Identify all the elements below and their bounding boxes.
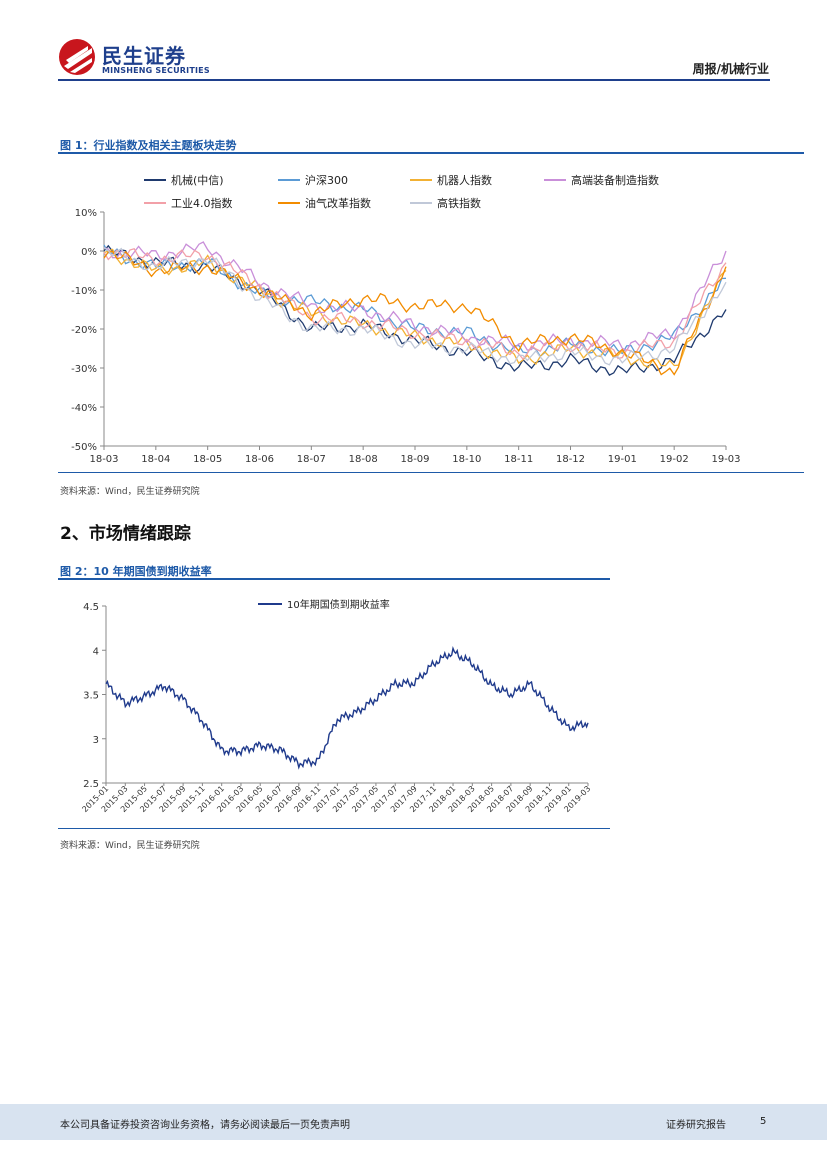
chart1-line-series-6 xyxy=(103,246,727,366)
chart1-x-tick-label: 18-11 xyxy=(504,454,533,465)
logo-mark-icon xyxy=(59,39,95,75)
figure1-title: 图 1：行业指数及相关主题板块走势 xyxy=(60,139,237,152)
page-footer: 本公司具备证券投资咨询业务资格，请务必阅读最后一页免责声明 证券研究报告 5 xyxy=(0,1104,827,1140)
chart1-x-tick-label: 18-07 xyxy=(297,454,326,465)
chart1-x-tick-label: 19-02 xyxy=(660,454,689,465)
chart1-legend-label: 工业4.0指数 xyxy=(171,196,233,210)
company-logo: 民生证券 MINSHENG SECURITIES xyxy=(58,36,218,78)
chart1-legend-label: 高端装备制造指数 xyxy=(571,173,659,187)
chart1-line-series-2 xyxy=(103,248,727,369)
chart1-line-series-4 xyxy=(103,248,727,361)
figure2-bottom-rule xyxy=(58,828,610,829)
chart1-x-tick-label: 18-04 xyxy=(141,454,170,465)
chart1-y-tick-label: -40% xyxy=(71,403,97,414)
chart1-x-tick-label: 18-06 xyxy=(245,454,274,465)
chart2-line-yield xyxy=(105,645,589,770)
chart1-x-tick-label: 18-08 xyxy=(349,454,378,465)
chart1-y-tick-label: -10% xyxy=(71,286,97,297)
chart1-legend-label: 沪深300 xyxy=(305,173,348,187)
chart1-x-tick-label: 19-03 xyxy=(711,454,740,465)
figure1-title-rule xyxy=(58,152,804,154)
chart1-y-tick-label: -50% xyxy=(71,442,97,453)
chart1-line-series-3 xyxy=(103,241,727,352)
chart1-x-tick-label: 18-09 xyxy=(400,454,429,465)
logo-text-cn: 民生证券 xyxy=(102,44,186,68)
footer-label: 证券研究报告 xyxy=(666,1120,726,1131)
section-title: 2、市场情绪跟踪 xyxy=(60,524,191,544)
chart1-y-tick-label: -30% xyxy=(71,364,97,375)
figure1-source: 资料来源：Wind，民生证券研究院 xyxy=(60,487,200,497)
figure2-title-rule xyxy=(58,578,610,580)
chart1-legend-label: 机械(中信) xyxy=(171,173,224,187)
chart1-x-tick-label: 18-10 xyxy=(452,454,481,465)
chart2-y-tick-label: 3 xyxy=(93,735,99,746)
figure1-chart: 10% 0% -10% -20% -30% -40% -50%18-03 18-04 18-05… xyxy=(71,173,740,465)
chart2-y-tick-label: 3.5 xyxy=(83,691,99,702)
figure2-chart: 4.543.532.52015-012015-032015-052015-072… xyxy=(80,598,592,814)
chart1-legend-label: 油气改革指数 xyxy=(305,196,371,210)
chart1-x-tick-label: 18-05 xyxy=(193,454,222,465)
chart1-legend-label: 机器人指数 xyxy=(437,173,492,187)
chart1-x-tick-label: 18-03 xyxy=(89,454,118,465)
logo-text-en: MINSHENG SECURITIES xyxy=(102,66,210,75)
figure2-title: 图 2：10 年期国债到期收益率 xyxy=(60,565,212,578)
chart2-legend-label: 10年期国债到期收益率 xyxy=(287,598,390,611)
chart1-x-tick-label: 19-01 xyxy=(608,454,637,465)
chart2-y-tick-label: 4.5 xyxy=(83,602,99,613)
header-divider xyxy=(58,79,770,81)
chart1-y-tick-label: 0% xyxy=(81,247,97,258)
chart1-line-series-5 xyxy=(103,250,727,376)
chart2-y-tick-label: 2.5 xyxy=(83,779,99,790)
figure1-bottom-rule xyxy=(58,472,804,473)
figure2-source: 资料来源：Wind，民生证券研究院 xyxy=(60,841,200,851)
chart1-x-tick-label: 18-12 xyxy=(556,454,585,465)
chart1-legend-label: 高铁指数 xyxy=(437,196,481,210)
page-number: 5 xyxy=(760,1116,767,1127)
footer-disclaimer: 本公司具备证券投资咨询业务资格，请务必阅读最后一页免责声明 xyxy=(60,1120,350,1131)
report-type: 周报/机械行业 xyxy=(692,62,769,76)
chart1-y-tick-label: -20% xyxy=(71,325,97,336)
chart1-y-tick-label: 10% xyxy=(75,208,97,219)
chart2-y-tick-label: 4 xyxy=(93,646,99,657)
